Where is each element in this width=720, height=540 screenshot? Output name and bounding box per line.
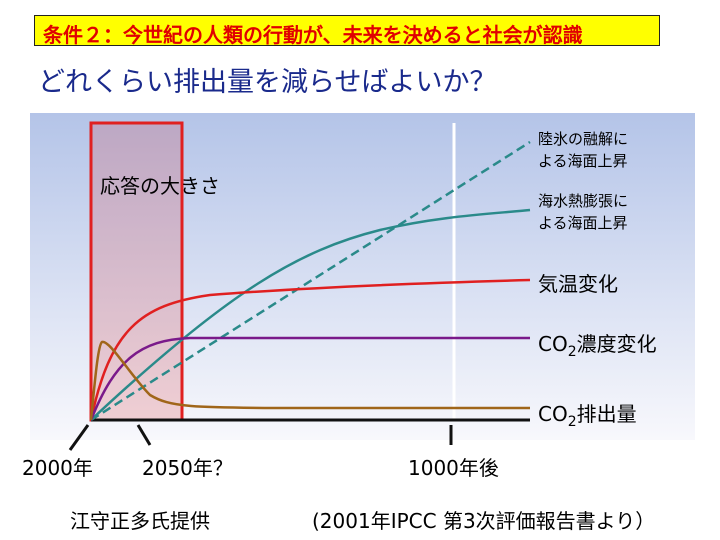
- arrow-2050: [136, 424, 152, 446]
- source-citation: (2001年IPCC 第3次評価報告書より）: [312, 509, 656, 533]
- label-thermal-expansion: 海水熱膨張に よる海面上昇: [538, 192, 629, 232]
- time-label-2000: 2000年: [22, 456, 93, 480]
- curve-co2-concentration: [89, 336, 530, 421]
- headline-text: 条件２：今世紀の人類の行動が、未来を決めると社会が認識: [43, 23, 583, 47]
- label-temperature: 気温変化: [538, 272, 618, 296]
- slide-subtitle: どれくらい排出量を減らせばよいか？: [38, 67, 497, 98]
- label-co2-emission: CO2排出量: [538, 402, 637, 430]
- time-label-1000yr: 1000年後: [408, 456, 499, 480]
- curve-ice-melt: [90, 140, 531, 422]
- response-magnitude-label: 応答の大きさ: [100, 174, 220, 198]
- curve-co2-emission: [89, 340, 530, 421]
- curve-temperature: [89, 278, 531, 421]
- arrow-2000: [68, 424, 90, 451]
- credit-text: 江守正多氏提供: [70, 509, 210, 533]
- curve-thermal-expansion: [90, 208, 531, 421]
- time-label-2050: 2050年？: [142, 456, 233, 480]
- label-co2-concentration: CO2濃度変化: [538, 332, 657, 360]
- near-term-highlight: [89, 121, 184, 422]
- headline-banner: 条件２：今世紀の人類の行動が、未来を決めると社会が認識: [34, 15, 660, 47]
- label-ice-melt: 陸氷の融解に よる海面上昇: [538, 130, 629, 170]
